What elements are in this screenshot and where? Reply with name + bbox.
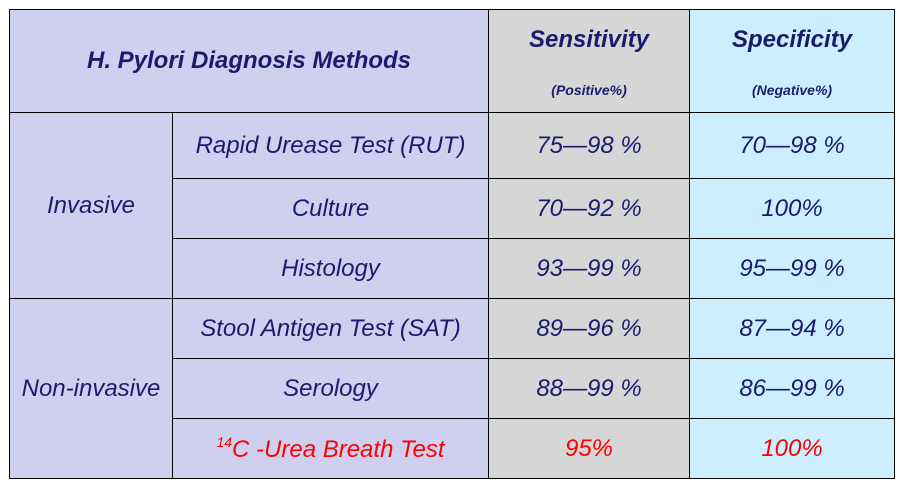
method-cell: Rapid Urease Test (RUT) — [171, 112, 490, 179]
specificity-subtitle: (Negative%) — [751, 82, 833, 98]
method-cell: Serology — [171, 358, 490, 419]
method-cell-breath-test: 14C -Urea Breath Test — [171, 418, 490, 479]
table-title: H. Pylori Diagnosis Methods — [8, 9, 490, 113]
table-row: Histology 93—99 % 95—99 % — [10, 238, 896, 299]
specificity-cell: 87—94 % — [689, 298, 896, 359]
sensitivity-subtitle: (Positive%) — [551, 82, 627, 98]
group-non-invasive: Non-invasive — [9, 298, 173, 479]
method-cell: Culture — [171, 178, 490, 239]
sensitivity-cell: 70—92 % — [488, 178, 691, 239]
sensitivity-cell: 93—99 % — [488, 238, 691, 299]
specificity-title: Specificity — [731, 26, 853, 53]
sensitivity-cell: 88—99 % — [488, 358, 691, 419]
table-row: Invasive Rapid Urease Test (RUT) 75—98 %… — [9, 112, 896, 299]
specificity-cell: 86—99 % — [689, 358, 896, 419]
sensitivity-cell: 89—96 % — [488, 298, 691, 359]
method-cell: Histology — [171, 238, 490, 299]
table-row: Non-invasive Stool Antigen Test (SAT) 89… — [9, 298, 896, 479]
method-label: C -Urea Breath Test — [232, 435, 445, 463]
diagnosis-methods-table: H. Pylori Diagnosis Methods Sensitivity … — [8, 9, 896, 479]
table-row: Serology 88—99 % 86—99 % — [10, 358, 896, 419]
specificity-header: Specificity (Negative%) — [689, 9, 896, 113]
table-row: 14C -Urea Breath Test 95% 100% — [10, 418, 896, 479]
specificity-cell: 100% — [689, 178, 896, 239]
sensitivity-cell: 75—98 % — [488, 112, 691, 179]
isotope-superscript: 14 — [216, 433, 233, 450]
group-invasive: Invasive — [9, 112, 173, 299]
sensitivity-cell: 95% — [488, 418, 691, 479]
specificity-cell: 70—98 % — [689, 112, 896, 179]
specificity-cell: 100% — [689, 418, 896, 479]
header-row: H. Pylori Diagnosis Methods Sensitivity … — [8, 9, 896, 113]
sensitivity-title: Sensitivity — [528, 26, 650, 53]
table-row: Culture 70—92 % 100% — [10, 178, 896, 239]
sensitivity-header: Sensitivity (Positive%) — [488, 9, 691, 113]
method-cell: Stool Antigen Test (SAT) — [171, 298, 490, 359]
specificity-cell: 95—99 % — [689, 238, 896, 299]
